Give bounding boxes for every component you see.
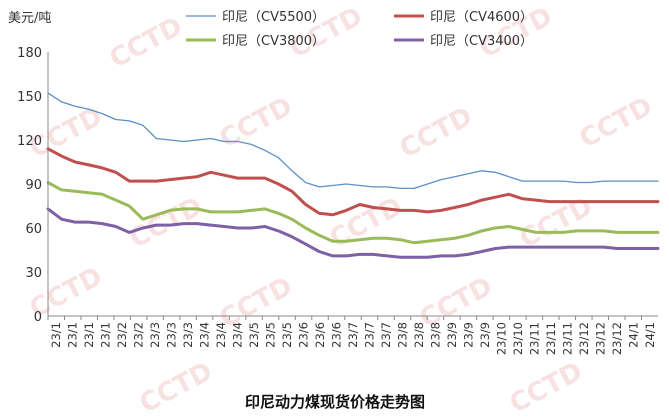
watermark-text: CCTD [135,357,217,420]
watermark-text: CCTD [575,92,657,155]
x-tick-label: 23/4 [198,322,212,348]
x-tick-label: 23/1 [66,322,80,348]
x-tick-label: 23/8 [395,322,409,348]
watermark-text: CCTD [505,357,587,420]
x-tick-label: 23/1 [99,322,113,348]
x-tick-label: 23/3 [148,322,162,348]
y-axis-label: 美元/吨 [8,11,51,26]
x-tick-label: 23/12 [577,322,591,355]
series-line-1 [46,147,660,217]
y-tick-label: 90 [25,178,42,193]
x-tick-label: 23/1 [82,322,96,348]
x-tick-label: 23/12 [610,322,624,355]
x-tick-label: 24/1 [626,322,640,348]
x-tick-label: 23/5 [247,322,261,348]
watermark-text: CCTD [395,102,477,165]
legend-label: 印尼（CV3400） [430,34,533,49]
y-tick-label: 150 [17,90,42,105]
y-tick-label: 120 [17,134,42,149]
x-axis-ticks: 23/1 23/1 23/1 23/1 23/2 23/2 23/3 23/3 23/3 23/4… [47,316,657,355]
x-tick-label: 23/3 [181,322,195,348]
x-tick-label: 23/7 [346,322,360,348]
x-tick-label: 23/1 [49,322,63,348]
x-tick-label: 23/7 [362,322,376,348]
x-tick-label: 23/6 [297,322,311,348]
x-tick-label: 23/9 [478,322,492,348]
watermark-text: CCTD [215,92,297,155]
x-tick-label: 24/1 [643,322,657,348]
x-tick-label: 23/9 [461,322,475,348]
x-tick-label: 23/6 [330,322,344,348]
x-tick-label: 23/11 [544,322,558,355]
y-tick-label: 0 [34,310,42,325]
y-tick-label: 60 [25,222,42,237]
x-tick-label: 23/9 [445,322,459,348]
chart-legend: 印尼（CV5500） 印尼（CV4600） 印尼（CV3800） 印尼（CV3400） [186,10,533,49]
x-tick-label: 23/12 [593,322,607,355]
x-tick-label: 23/8 [412,322,426,348]
watermark-text: CCTD [105,12,187,75]
y-tick-label: 30 [25,266,42,281]
series-line-2 [46,181,660,245]
x-tick-label: 23/11 [527,322,541,355]
watermark-text: CCTD [325,192,407,255]
x-tick-label: 23/10 [494,322,508,355]
series-line-0 [47,92,659,190]
x-tick-label: 23/8 [428,322,442,348]
series-line-3 [46,207,660,259]
x-tick-label: 23/2 [132,322,146,348]
x-tick-label: 23/10 [511,322,525,355]
y-axis-ticks: 0 30 60 90 120 150 180 [17,46,42,325]
x-tick-label: 23/6 [313,322,327,348]
legend-label: 印尼（CV5500） [222,10,325,25]
series-layer [46,92,660,259]
x-tick-label: 23/11 [560,322,574,355]
x-tick-label: 23/5 [280,322,294,348]
x-tick-label: 23/4 [231,322,245,348]
x-tick-label: 23/2 [115,322,129,348]
legend-label: 印尼（CV4600） [430,10,533,25]
chart-title: 印尼动力煤现货价格走势图 [245,393,425,411]
x-tick-label: 23/7 [379,322,393,348]
x-tick-label: 23/5 [264,322,278,348]
x-tick-label: 23/3 [165,322,179,348]
x-tick-label: 23/4 [214,322,228,348]
y-tick-label: 180 [17,46,42,61]
legend-label: 印尼（CV3800） [222,34,325,49]
